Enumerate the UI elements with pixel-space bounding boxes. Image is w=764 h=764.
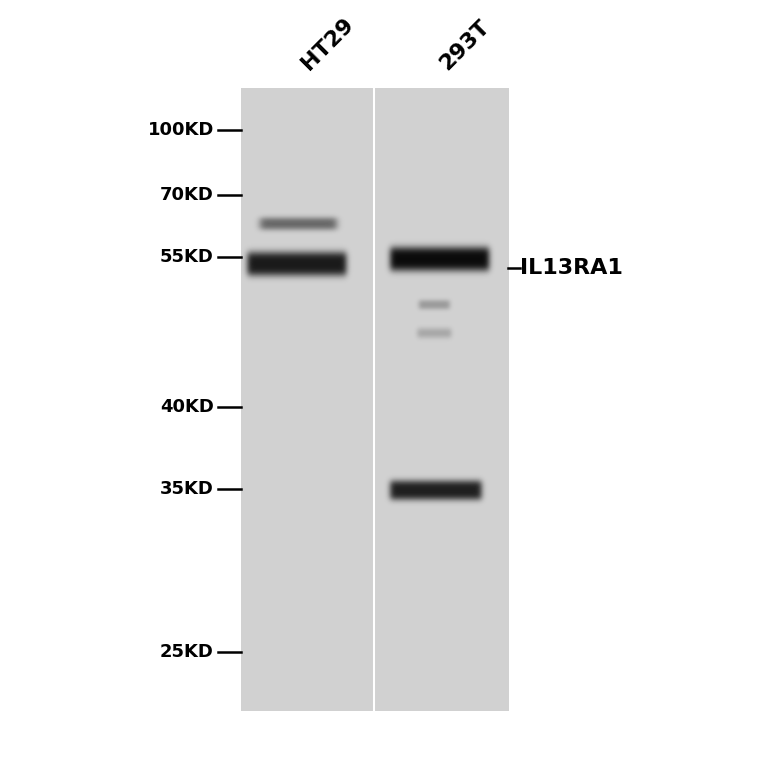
Text: 55KD: 55KD (160, 248, 214, 266)
Text: IL13RA1: IL13RA1 (520, 257, 623, 277)
Text: HT29: HT29 (298, 14, 358, 74)
Text: 25KD: 25KD (160, 643, 214, 662)
Text: 35KD: 35KD (160, 480, 214, 497)
Text: 70KD: 70KD (160, 186, 214, 203)
Text: 40KD: 40KD (160, 398, 214, 416)
Text: 293T: 293T (435, 16, 493, 74)
Text: 100KD: 100KD (147, 121, 214, 139)
